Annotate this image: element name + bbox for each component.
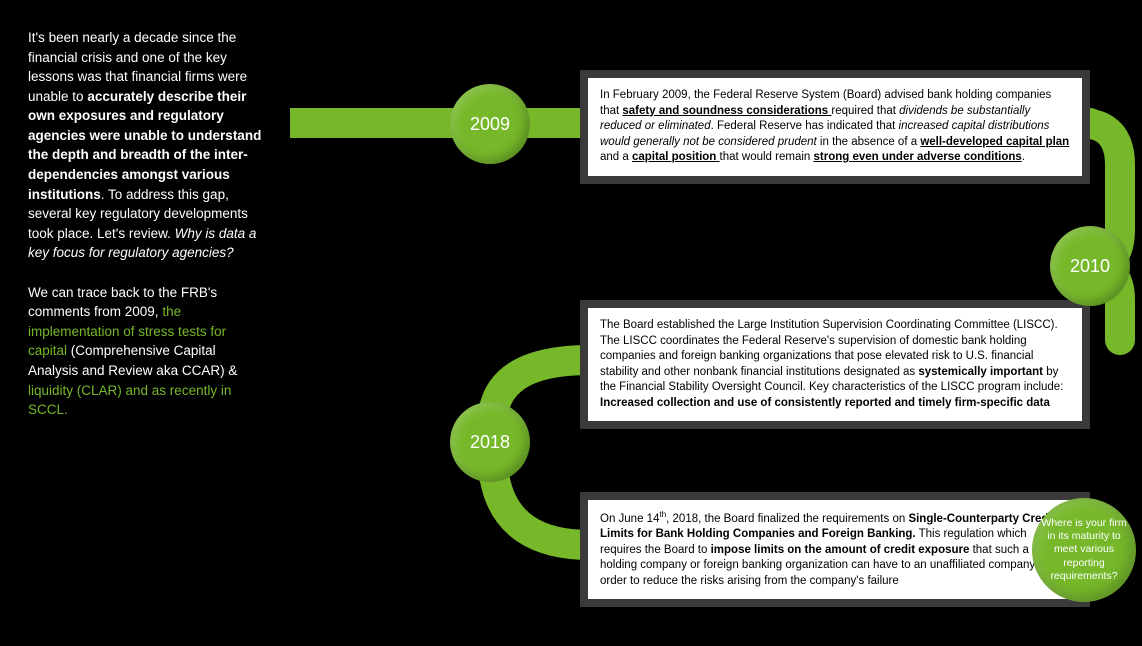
question-circle: Where is your firm in its maturity to me…	[1032, 498, 1136, 602]
card-2009: In February 2009, the Federal Reserve Sy…	[580, 70, 1090, 184]
year-2009-circle: 2009	[450, 84, 530, 164]
year-2018-circle: 2018	[450, 402, 530, 482]
year-2010-circle: 2010	[1050, 226, 1130, 306]
para2-pre: We can trace back to the FRB's comments …	[28, 285, 217, 320]
question-text: Where is your firm in its maturity to me…	[1040, 517, 1128, 583]
year-2018-label: 2018	[470, 432, 510, 453]
year-2009-label: 2009	[470, 114, 510, 135]
card-2010: The Board established the Large Institut…	[580, 300, 1090, 429]
intro-paragraph-1: It's been nearly a decade since the fina…	[28, 28, 264, 263]
intro-paragraph-2: We can trace back to the FRB's comments …	[28, 283, 264, 420]
year-2010-label: 2010	[1070, 256, 1110, 277]
para1-bold: accurately describe their own exposures …	[28, 89, 261, 202]
card-2018: On June 14th, 2018, the Board finalized …	[580, 492, 1090, 607]
timeline-area: 2009 2010 2018 In February 2009, the Fed…	[290, 0, 1142, 646]
left-panel: It's been nearly a decade since the fina…	[28, 28, 264, 420]
para2-green2: liquidity (CLAR) and as recently in SCCL…	[28, 383, 231, 418]
